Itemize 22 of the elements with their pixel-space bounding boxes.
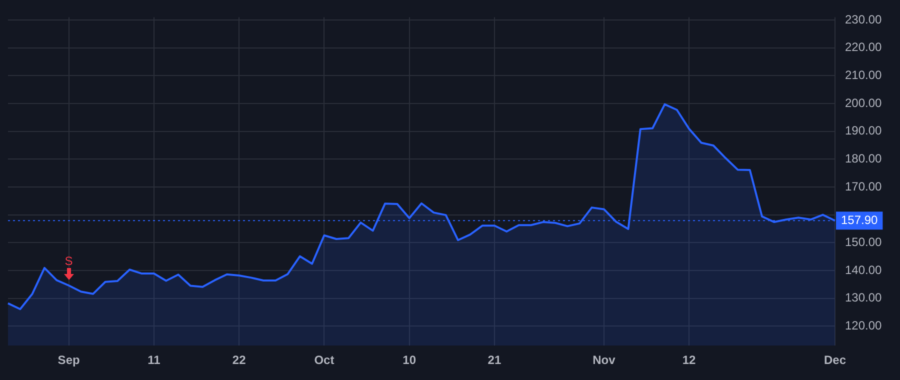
x-tick-label: 22 [232,353,246,368]
x-tick-label: 12 [682,353,696,368]
y-tick-label: 170.00 [845,179,882,194]
y-tick-label: 130.00 [845,290,882,305]
y-tick-label: 200.00 [845,96,882,110]
y-tick-label: 190.00 [845,124,882,138]
y-tick-label: 230.00 [845,12,882,26]
x-tick-label: Sep [58,353,80,368]
x-tick-label: Dec [824,353,846,368]
y-tick-label: 150.00 [845,234,882,249]
ref-line-label: 157.90 [841,212,878,227]
x-tick-label: Oct [314,353,334,368]
y-tick-label: 140.00 [845,262,882,277]
annotation: S [64,254,73,268]
x-tick-label: 11 [148,353,161,368]
y-tick-label: 120.00 [845,318,882,332]
x-tick-label: 10 [402,353,416,368]
y-tick-label: 210.00 [845,68,882,82]
y-tick-label: 220.00 [845,40,882,54]
x-tick-label: Nov [592,353,616,368]
x-tick-label: 21 [488,353,502,368]
y-tick-label: 180.00 [845,151,882,166]
